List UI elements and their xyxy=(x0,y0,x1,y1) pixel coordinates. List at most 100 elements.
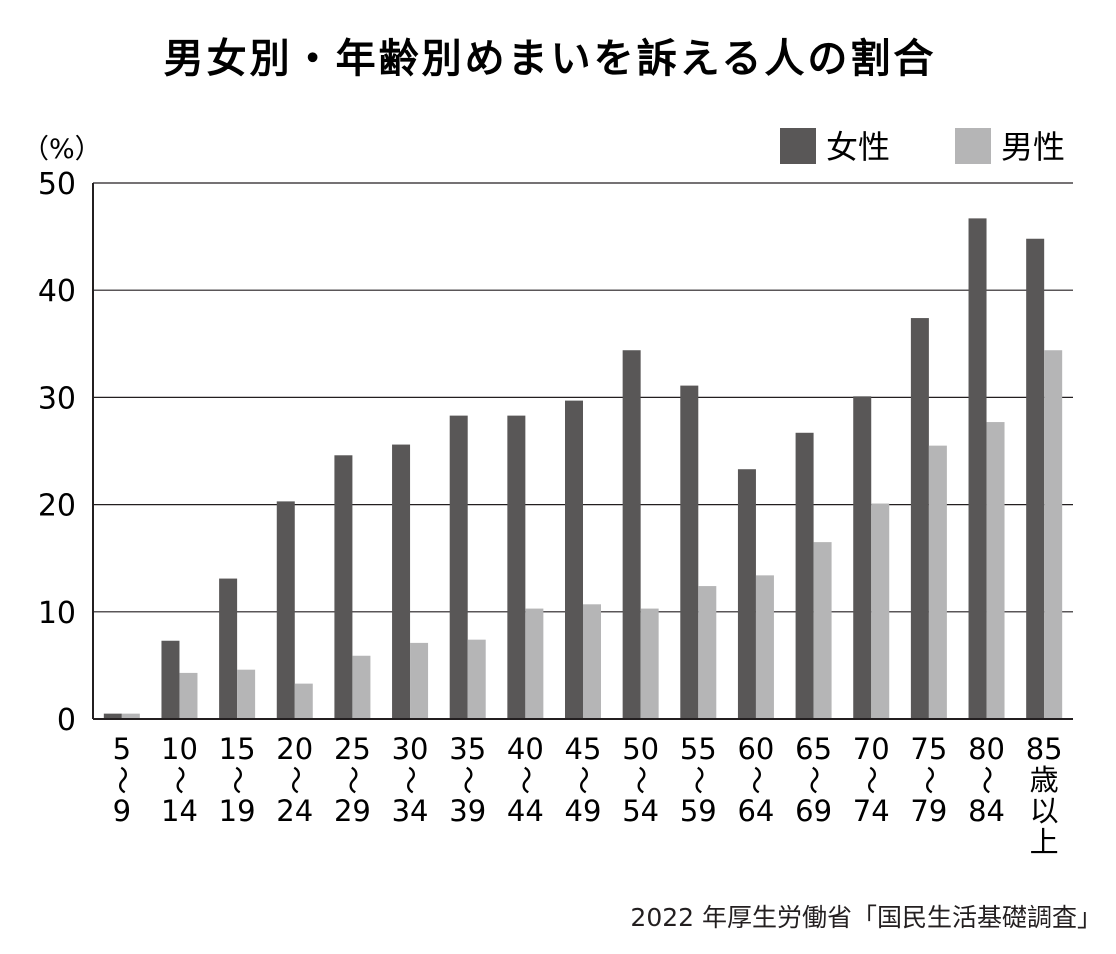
x-tick-label: 25 xyxy=(334,732,371,766)
x-tick-label: 〜 xyxy=(220,765,254,794)
chart-title: 男女別・年齢別めまいを訴える人の割合 xyxy=(164,36,937,82)
bar-male xyxy=(179,672,198,719)
x-tick-label: 45 xyxy=(565,732,602,766)
legend-label-female: 女性 xyxy=(826,128,890,166)
y-tick-label: 0 xyxy=(57,703,76,738)
bar-female xyxy=(392,444,411,719)
source-note: 2022 年厚生労働省「国民生活基礎調査」 xyxy=(630,903,1102,932)
bar-female xyxy=(219,578,238,719)
x-tick-label: 55 xyxy=(680,732,717,766)
bars xyxy=(103,218,1063,719)
bar-male xyxy=(871,503,890,719)
x-tick-label: 10 xyxy=(161,732,198,766)
x-tick-label: 39 xyxy=(449,794,486,828)
x-tick-label: 50 xyxy=(622,732,659,766)
legend: 女性 男性 xyxy=(780,128,1065,166)
x-tick-label: 〜 xyxy=(624,765,658,794)
x-tick-label: 20 xyxy=(276,732,313,766)
x-tick-label: 70 xyxy=(853,732,890,766)
x-axis-labels: 5〜910〜1415〜1920〜2425〜2930〜3435〜3940〜4445… xyxy=(105,732,1063,859)
x-tick-label: 歳 xyxy=(1030,763,1059,797)
x-tick-label: 15 xyxy=(219,732,256,766)
bar-female xyxy=(276,501,295,719)
y-tick-label: 20 xyxy=(38,489,76,524)
bar-male xyxy=(121,713,140,719)
x-tick-label: 84 xyxy=(968,794,1005,828)
bar-female xyxy=(968,218,987,719)
bar-female xyxy=(161,640,180,719)
x-tick-label: 35 xyxy=(449,732,486,766)
x-tick-label: 80 xyxy=(968,732,1005,766)
x-tick-label: 54 xyxy=(622,794,659,828)
x-tick-label: 〜 xyxy=(854,765,888,794)
x-tick-label: 40 xyxy=(507,732,544,766)
bar-female xyxy=(795,432,814,719)
x-tick-label: 5 xyxy=(113,732,131,766)
x-tick-label: 〜 xyxy=(451,765,485,794)
bar-male xyxy=(640,608,659,719)
x-tick-label: 49 xyxy=(565,794,602,828)
x-tick-label: 34 xyxy=(392,794,429,828)
x-tick-label: 9 xyxy=(113,794,131,828)
x-tick-label: 〜 xyxy=(566,765,600,794)
y-tick-label: 50 xyxy=(38,167,76,202)
bar-female xyxy=(737,469,756,719)
bar-female xyxy=(334,455,353,719)
x-tick-label: 75 xyxy=(910,732,947,766)
bar-male xyxy=(928,445,947,719)
x-tick-label: 65 xyxy=(795,732,832,766)
x-tick-label: 〜 xyxy=(912,765,946,794)
bar-male xyxy=(583,604,601,719)
bar-female xyxy=(680,385,699,719)
x-tick-label: 〜 xyxy=(335,765,369,794)
x-tick-label: 19 xyxy=(219,794,256,828)
y-tick-label: 10 xyxy=(38,596,76,631)
x-tick-label: 〜 xyxy=(508,765,542,794)
x-tick-label: 〜 xyxy=(797,765,831,794)
y-tick-label: 30 xyxy=(38,381,76,416)
bar-female xyxy=(449,415,468,719)
x-tick-label: 以 xyxy=(1030,794,1059,828)
x-tick-label: 〜 xyxy=(278,765,312,794)
bar-male xyxy=(986,422,1005,719)
legend-swatch-female xyxy=(780,128,816,164)
y-tick-label: 40 xyxy=(38,274,76,309)
axes xyxy=(92,183,1073,720)
x-tick-label: 〜 xyxy=(105,765,139,794)
legend-label-male: 男性 xyxy=(1001,128,1065,166)
x-tick-label: 30 xyxy=(392,732,429,766)
legend-swatch-male xyxy=(955,128,991,164)
grid-lines xyxy=(93,182,1073,613)
x-tick-label: 〜 xyxy=(681,765,715,794)
x-tick-label: 14 xyxy=(161,794,198,828)
bar-male xyxy=(237,669,256,719)
x-tick-label: 59 xyxy=(680,794,717,828)
bar-female xyxy=(853,396,872,719)
x-tick-label: 上 xyxy=(1030,825,1059,859)
bar-male xyxy=(755,575,774,719)
x-tick-label: 〜 xyxy=(739,765,773,794)
x-tick-label: 64 xyxy=(737,794,774,828)
y-axis-unit-label: （%） xyxy=(22,134,102,165)
x-tick-label: 85 xyxy=(1026,732,1063,766)
y-axis-ticks: 0 10 20 30 40 50 xyxy=(38,167,76,738)
bar-female xyxy=(507,415,526,719)
x-tick-label: 29 xyxy=(334,794,371,828)
x-tick-label: 79 xyxy=(910,794,947,828)
bar-male xyxy=(294,683,313,719)
bar-female xyxy=(910,318,929,719)
bar-male xyxy=(467,639,486,719)
x-tick-label: 〜 xyxy=(393,765,427,794)
bar-male xyxy=(698,586,717,719)
x-tick-label: 24 xyxy=(276,794,313,828)
x-tick-label: 〜 xyxy=(970,765,1004,794)
x-tick-label: 60 xyxy=(737,732,774,766)
bar-male xyxy=(410,642,429,719)
bar-female xyxy=(622,350,641,719)
bar-female xyxy=(103,713,122,719)
x-tick-label: 〜 xyxy=(162,765,196,794)
x-tick-label: 44 xyxy=(507,794,544,828)
bar-female xyxy=(565,400,583,719)
